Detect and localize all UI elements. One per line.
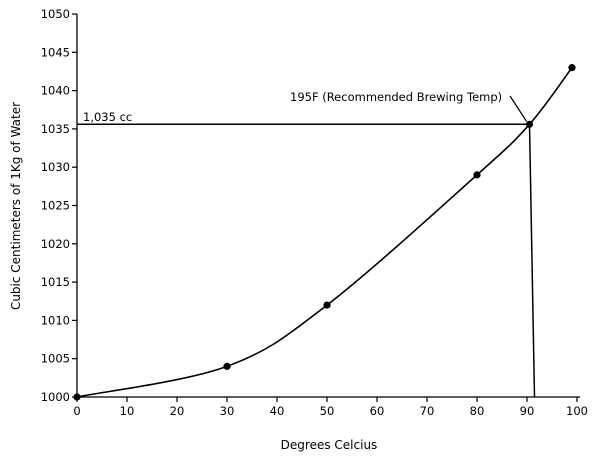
y-tick-label: 1010: [41, 313, 70, 327]
series: [73, 64, 576, 401]
data-point: [473, 171, 481, 179]
y-tick-label: 1020: [41, 237, 70, 251]
axes: [76, 14, 580, 398]
x-axis-title: Degrees Celcius: [281, 438, 378, 452]
y-tick-label: 1040: [41, 84, 70, 98]
y-tick-label: 1000: [41, 390, 70, 404]
x-tick-label: 90: [520, 404, 535, 418]
y-tick-label: 1005: [41, 352, 70, 366]
x-tick-label: 80: [470, 404, 485, 418]
y-axis-title: Cubic Centimeters of 1Kg of Water: [9, 102, 23, 310]
y-tick-label: 1035: [41, 122, 70, 136]
data-point: [525, 120, 534, 128]
data-point: [223, 362, 231, 370]
x-tick-label: 10: [120, 404, 135, 418]
x-tick-label: 30: [220, 404, 235, 418]
series-line: [76, 67, 573, 398]
x-tick-label: 0: [73, 404, 80, 418]
x-tick-label: 70: [420, 404, 435, 418]
y-tick-label: 1015: [41, 275, 70, 289]
annotation-leader-line: [509, 95, 528, 122]
ticks: 0 10 20 30 40 50 60 70 80 90 100100010051010101510…: [41, 7, 588, 418]
x-tick-label: 100: [566, 404, 588, 418]
x-tick-label: 20: [170, 404, 185, 418]
labels: Degrees Celcius Cubic Centimeters of 1Kg…: [9, 90, 502, 452]
reference-lines: [77, 95, 536, 398]
x-tick-label: 40: [270, 404, 285, 418]
x-tick-label: 60: [370, 404, 385, 418]
x-tick-label: 50: [320, 404, 335, 418]
y-tick-label: 1050: [41, 7, 70, 21]
y-tick-label: 1045: [41, 45, 70, 59]
data-point: [323, 301, 331, 309]
brewing-temp-label: 195F (Recommended Brewing Temp): [290, 90, 502, 104]
y-tick-label: 1025: [41, 199, 70, 213]
data-point: [568, 64, 576, 72]
horizontal-reference-label: 1,035 cc: [83, 110, 132, 124]
vertical-reference-line: [528, 124, 536, 398]
data-point: [73, 393, 81, 401]
y-tick-label: 1030: [41, 160, 70, 174]
